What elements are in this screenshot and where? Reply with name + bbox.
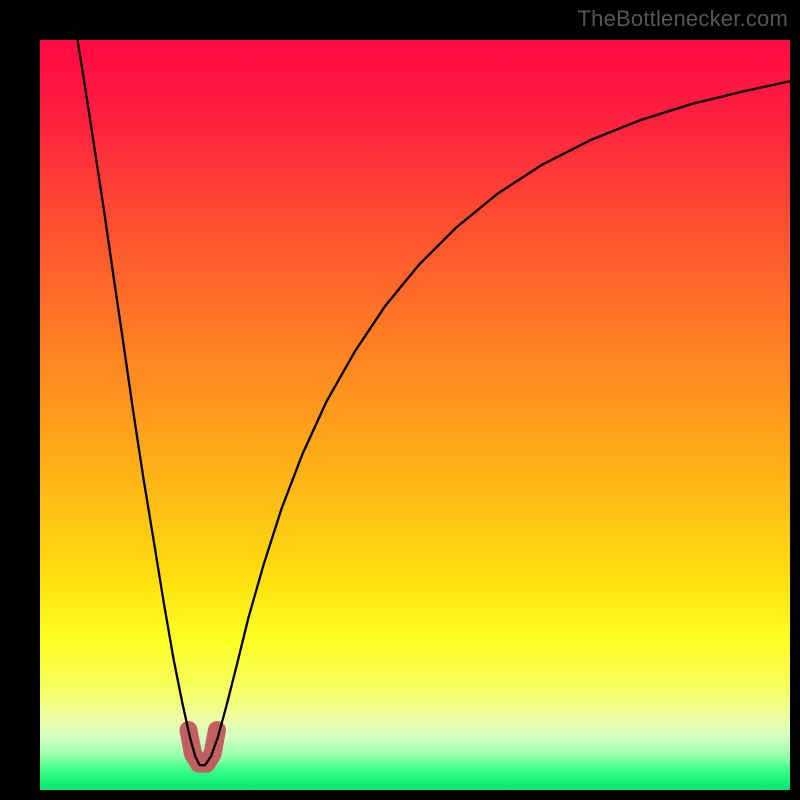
- plot-svg: [40, 40, 790, 790]
- watermark-text: TheBottlenecker.com: [578, 6, 788, 32]
- gradient-background: [40, 40, 790, 790]
- plot-area: [40, 40, 790, 790]
- chart-stage: TheBottlenecker.com: [0, 0, 800, 800]
